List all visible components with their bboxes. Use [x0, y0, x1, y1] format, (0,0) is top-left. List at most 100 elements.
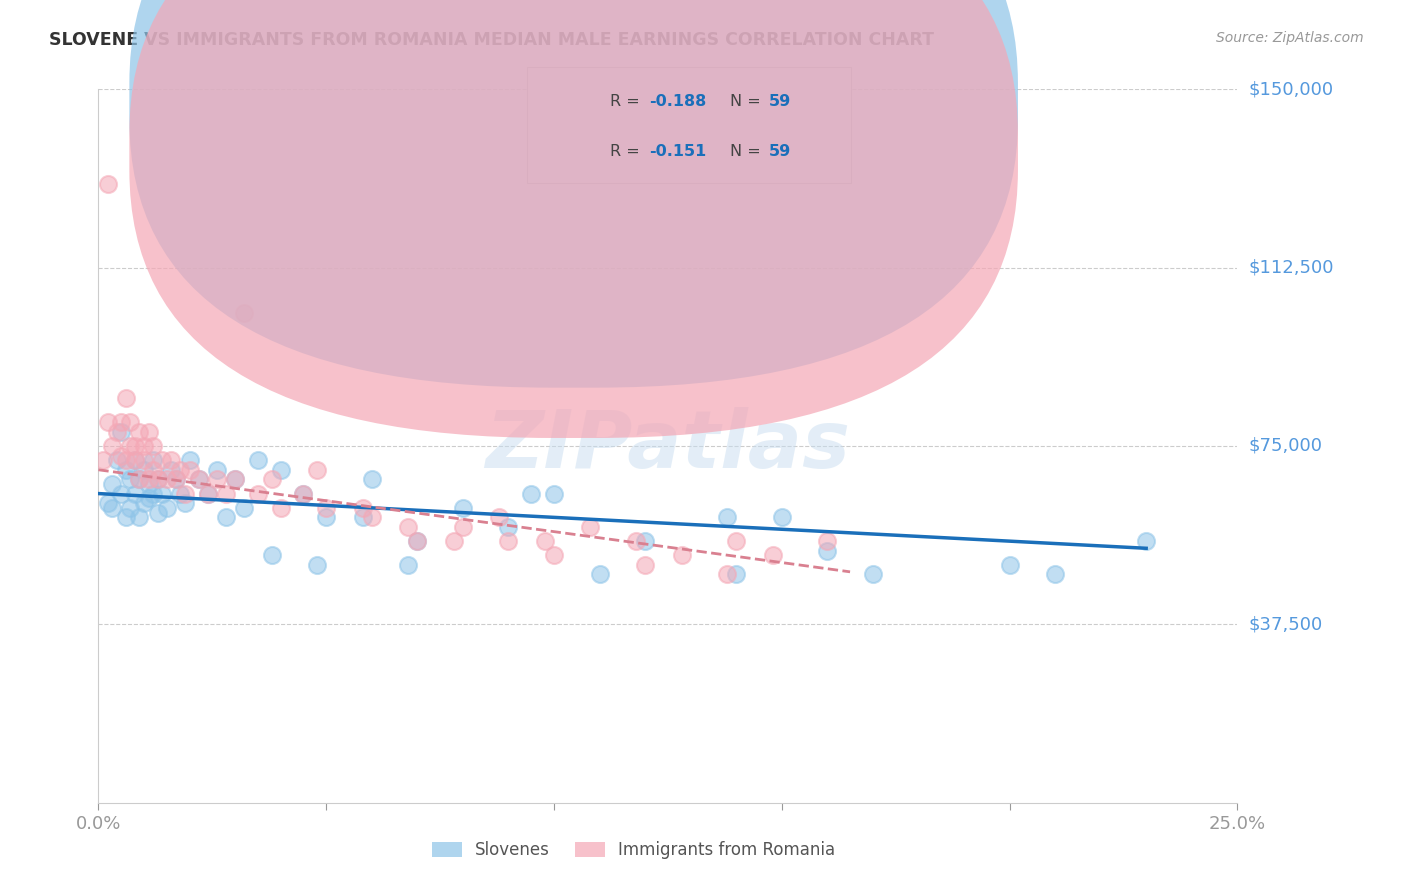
Point [307, 558, 329, 572]
Text: Source: ZipAtlas.com: Source: ZipAtlas.com [1216, 31, 1364, 45]
Point [150, 486, 173, 500]
Point [110, 486, 132, 500]
Point [233, 306, 256, 320]
Point [187, 472, 209, 486]
Point [132, 496, 155, 510]
Point [128, 472, 150, 486]
Point [725, 567, 748, 582]
Point [360, 472, 382, 486]
Point [96, 496, 118, 510]
Point [233, 500, 256, 515]
Point [1043, 567, 1066, 582]
Point [215, 486, 238, 500]
Point [146, 472, 169, 486]
Point [443, 534, 465, 549]
Point [179, 463, 201, 477]
Point [101, 477, 124, 491]
Point [132, 439, 155, 453]
Point [224, 472, 246, 486]
Legend: Slovenes, Immigrants from Romania: Slovenes, Immigrants from Romania [425, 835, 842, 866]
Point [352, 510, 374, 524]
Point [128, 510, 150, 524]
Point [634, 558, 657, 572]
Text: R =: R = [610, 145, 645, 159]
Point [634, 534, 657, 549]
Point [146, 472, 169, 486]
Point [498, 534, 520, 549]
Point [246, 453, 269, 467]
Text: 59: 59 [769, 94, 792, 109]
Point [579, 520, 602, 534]
Point [862, 567, 884, 582]
Point [150, 453, 173, 467]
Point [451, 500, 474, 515]
Point [520, 486, 543, 500]
Point [998, 558, 1021, 572]
Point [451, 520, 474, 534]
Point [292, 486, 315, 500]
Point [315, 500, 337, 515]
Point [588, 567, 610, 582]
Point [815, 543, 838, 558]
Point [120, 415, 142, 429]
Point [160, 453, 183, 467]
Point [205, 472, 228, 486]
Point [169, 463, 191, 477]
Point [169, 486, 191, 500]
Point [815, 534, 838, 549]
Point [124, 453, 146, 467]
Point [716, 510, 738, 524]
Point [716, 567, 738, 582]
Point [396, 558, 419, 572]
Point [160, 463, 183, 477]
Text: N =: N = [730, 145, 766, 159]
Point [165, 472, 187, 486]
Point [260, 549, 283, 563]
Text: $112,500: $112,500 [1249, 259, 1334, 277]
Point [124, 439, 146, 453]
Point [128, 425, 150, 439]
Point [138, 425, 160, 439]
Point [114, 392, 136, 406]
Point [165, 472, 187, 486]
Text: N =: N = [730, 94, 766, 109]
Point [762, 549, 785, 563]
Point [142, 453, 165, 467]
Point [91, 453, 114, 467]
Point [179, 453, 201, 467]
Point [101, 439, 124, 453]
Point [307, 463, 329, 477]
Point [101, 500, 124, 515]
Point [671, 549, 693, 563]
Text: R =: R = [610, 94, 645, 109]
Point [498, 520, 520, 534]
Point [142, 463, 165, 477]
Point [360, 510, 382, 524]
Point [187, 472, 209, 486]
Point [105, 453, 128, 467]
Text: 59: 59 [769, 145, 792, 159]
Point [270, 500, 292, 515]
Point [114, 510, 136, 524]
Point [142, 486, 165, 500]
Point [114, 453, 136, 467]
Point [105, 425, 128, 439]
Point [138, 472, 160, 486]
Point [205, 463, 228, 477]
Point [406, 534, 429, 549]
Point [96, 415, 118, 429]
Text: -0.188: -0.188 [650, 94, 707, 109]
Point [124, 486, 146, 500]
Point [1135, 534, 1157, 549]
Point [174, 496, 197, 510]
Point [124, 453, 146, 467]
Text: $37,500: $37,500 [1249, 615, 1323, 633]
Text: SLOVENE VS IMMIGRANTS FROM ROMANIA MEDIAN MALE EARNINGS CORRELATION CHART: SLOVENE VS IMMIGRANTS FROM ROMANIA MEDIA… [49, 31, 934, 49]
Point [132, 463, 155, 477]
Point [260, 472, 283, 486]
Point [406, 534, 429, 549]
Point [114, 463, 136, 477]
Point [488, 510, 510, 524]
Point [96, 178, 118, 192]
Point [246, 486, 269, 500]
